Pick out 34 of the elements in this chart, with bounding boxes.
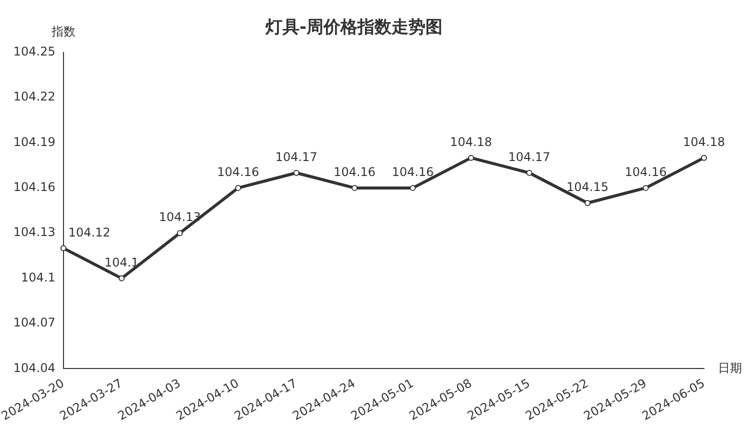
x-axis-title: 日期	[718, 360, 742, 375]
point	[410, 184, 416, 191]
data-label: 104.17	[275, 150, 318, 164]
point	[642, 184, 649, 191]
chart-title: 灯具-周价格指数走势图	[264, 18, 443, 38]
point	[118, 275, 125, 282]
point	[526, 170, 532, 176]
y-tick-label: 104.13	[13, 225, 56, 240]
y-tick-label: 104.25	[13, 44, 56, 59]
point	[584, 200, 591, 206]
point	[176, 230, 183, 236]
y-tick-label: 104.04	[13, 360, 56, 375]
data-label: 104.15	[566, 180, 609, 194]
y-tick-label: 104.19	[13, 134, 56, 149]
point	[60, 245, 66, 252]
point	[352, 184, 358, 191]
y-tick-label: 104.1	[21, 270, 56, 284]
y-tick-label: 104.22	[13, 90, 56, 104]
data-label: 104.17	[508, 150, 550, 164]
data-label: 104.18	[683, 134, 725, 149]
data-label: 104.16	[624, 165, 667, 180]
y-tick-label: 104.07	[13, 316, 56, 330]
point	[701, 154, 707, 161]
point	[293, 170, 300, 176]
y-tick-label: 104.16	[13, 180, 56, 194]
data-label: 104.16	[334, 165, 376, 180]
point	[468, 154, 474, 161]
data-label: 104.16	[217, 165, 260, 180]
data-label: 104.16	[392, 165, 434, 180]
point	[235, 184, 242, 191]
data-label: 104.1	[104, 255, 139, 270]
y-axis-title: 指数	[50, 24, 76, 39]
data-label: 104.18	[450, 134, 492, 149]
data-label: 104.12	[68, 225, 110, 240]
